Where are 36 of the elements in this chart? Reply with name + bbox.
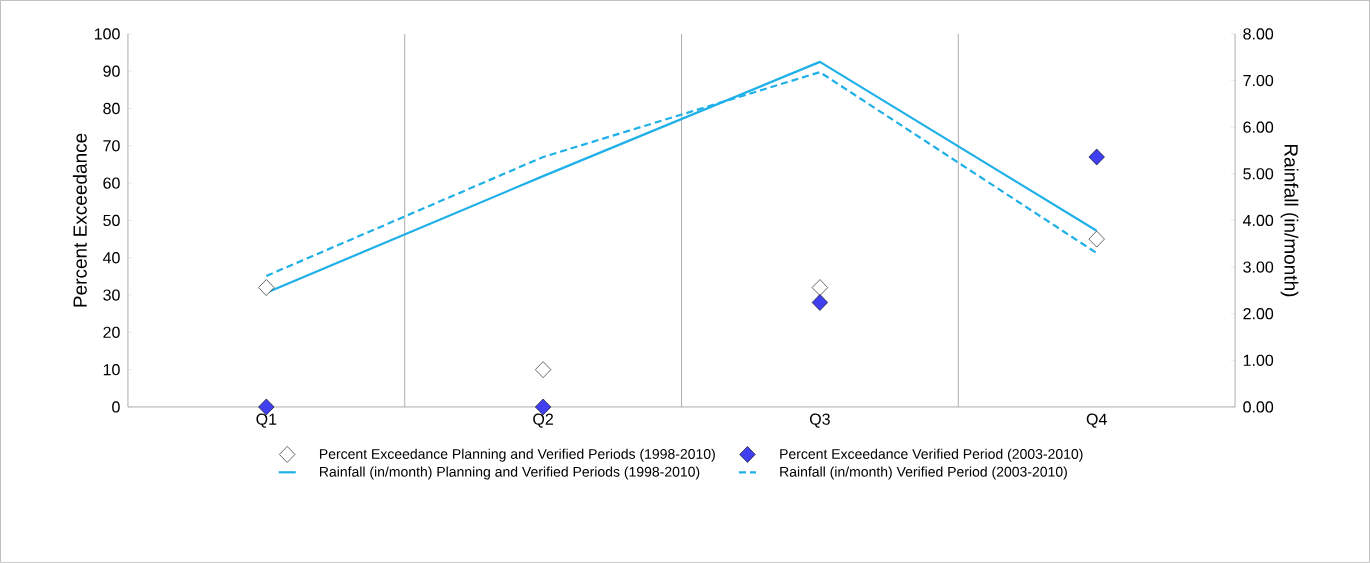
x-tick-label: Q2 — [533, 413, 553, 428]
y2-tick-label: 2.00 — [1243, 308, 1274, 320]
point — [535, 361, 552, 379]
y-tick-label: 20 — [103, 326, 120, 339]
y-tick-label: 50 — [103, 214, 120, 227]
point — [1088, 230, 1105, 248]
legend-label: Percent Exceedance Verified Period (2003-2010) — [780, 448, 1083, 462]
point — [811, 294, 828, 311]
y-tick-label: 10 — [103, 364, 120, 376]
point — [811, 279, 828, 296]
y-tick-label: 60 — [103, 177, 120, 189]
y-tick-label: 30 — [103, 289, 120, 301]
y2-tick-label: 6.00 — [1243, 121, 1274, 133]
y2-tick-label: 7.00 — [1243, 74, 1274, 87]
y2-tick-label: 1.00 — [1243, 354, 1274, 367]
x-tick-label: Q1 — [256, 413, 277, 428]
y2-tick-label: 5.00 — [1243, 168, 1274, 180]
y2-tick-label: 0.00 — [1243, 401, 1274, 413]
y-tick-label: 40 — [102, 252, 120, 264]
legend-label: Rainfall (in/month) Planning and Verified Periods (1998-2010) — [319, 466, 700, 480]
x-tick-label: Q3 — [809, 413, 830, 428]
legend-label: Rainfall (in/month) Verified Period (2003-2010) — [780, 466, 1067, 480]
y2-tick-label: 4.00 — [1242, 214, 1274, 227]
y-tick-label: 70 — [103, 140, 120, 152]
point — [258, 279, 275, 296]
y2-tick-label: 8.00 — [1243, 28, 1274, 40]
y2-axis-title: Rainfall (in/month) — [1280, 144, 1299, 297]
point — [1088, 148, 1105, 166]
y-axis-title: Percent Exceedance — [72, 133, 87, 307]
y2-tick-label: 3.00 — [1243, 261, 1274, 273]
legend-label: Percent Exceedance Planning and Verified Periods (1998-2010) — [319, 448, 715, 462]
y-tick-label: 90 — [103, 65, 120, 77]
y-tick-label: 80 — [103, 102, 120, 115]
y-tick-label: 0 — [112, 401, 120, 413]
y-tick-label: 100 — [94, 28, 120, 40]
x-tick-label: Q4 — [1086, 413, 1107, 428]
